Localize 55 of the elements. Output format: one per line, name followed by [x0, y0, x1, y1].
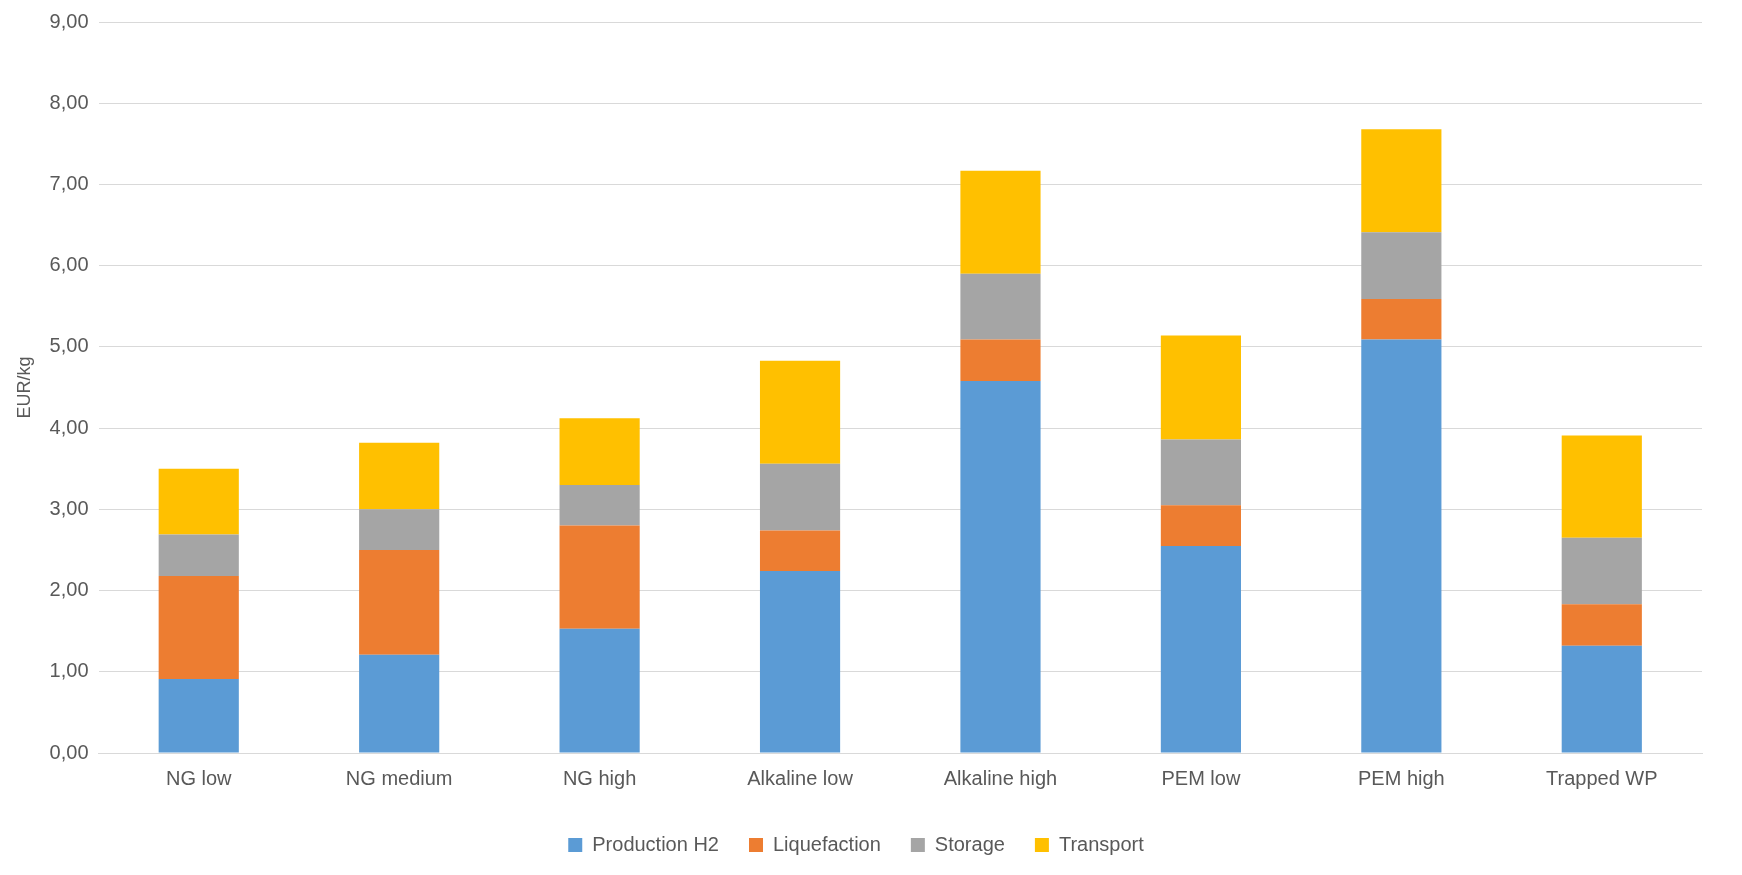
- x-tick-label: NG low: [165, 766, 233, 789]
- legend-label: Transport: [1058, 832, 1145, 855]
- y-tick-label: 2,00: [49, 578, 89, 601]
- y-tick-label: 4,00: [49, 415, 89, 438]
- bar: [1361, 232, 1442, 299]
- bar: [158, 534, 239, 576]
- bar: [559, 628, 640, 753]
- y-tick-label: 7,00: [49, 171, 89, 194]
- legend-label: Liquefaction: [772, 832, 881, 855]
- bar: [960, 381, 1041, 753]
- y-tick-label: 0,00: [49, 740, 89, 763]
- x-tick-label: PEM low: [1161, 766, 1241, 789]
- bar: [759, 530, 841, 572]
- bar: [960, 273, 1041, 340]
- y-tick-label: 8,00: [49, 90, 89, 113]
- bar: [1160, 505, 1241, 546]
- bar: [960, 339, 1041, 381]
- legend-label: Production H2: [592, 832, 719, 855]
- x-tick-label: NG high: [562, 766, 637, 789]
- bar: [1561, 435, 1642, 538]
- bar: [158, 679, 239, 753]
- bar: [960, 170, 1041, 274]
- bar: [1361, 129, 1442, 233]
- x-tick-label: PEM high: [1357, 766, 1445, 789]
- legend-label: Storage: [934, 832, 1005, 855]
- y-tick-label: 1,00: [49, 659, 89, 682]
- bar: [1561, 604, 1642, 646]
- bar: [759, 463, 841, 531]
- y-tick-label: 9,00: [49, 9, 89, 32]
- bar: [359, 654, 440, 753]
- bar: [559, 418, 640, 485]
- bar: [158, 468, 239, 535]
- y-tick-label: 3,00: [49, 496, 89, 519]
- bar: [559, 525, 640, 629]
- bar: [359, 549, 440, 655]
- y-tick-label: 5,00: [49, 334, 89, 357]
- bar: [359, 509, 440, 550]
- bar: [158, 575, 239, 680]
- bar: [759, 571, 841, 753]
- x-tick-label: Trapped WP: [1546, 766, 1658, 789]
- y-axis-title: EUR/kg: [13, 356, 34, 419]
- bar: [359, 442, 440, 510]
- bar: [1160, 439, 1241, 506]
- bar: [1561, 537, 1642, 605]
- bar: [559, 484, 640, 526]
- bar: [1361, 298, 1442, 340]
- bar: [1561, 645, 1642, 753]
- y-tick-label: 6,00: [49, 253, 89, 276]
- x-tick-label: NG medium: [345, 766, 453, 789]
- bar: [1361, 339, 1442, 753]
- bar: [759, 360, 841, 464]
- x-tick-label: Alkaline high: [943, 766, 1058, 789]
- bar: [1160, 545, 1241, 753]
- bar: [1160, 335, 1241, 440]
- x-tick-label: Alkaline low: [747, 766, 854, 789]
